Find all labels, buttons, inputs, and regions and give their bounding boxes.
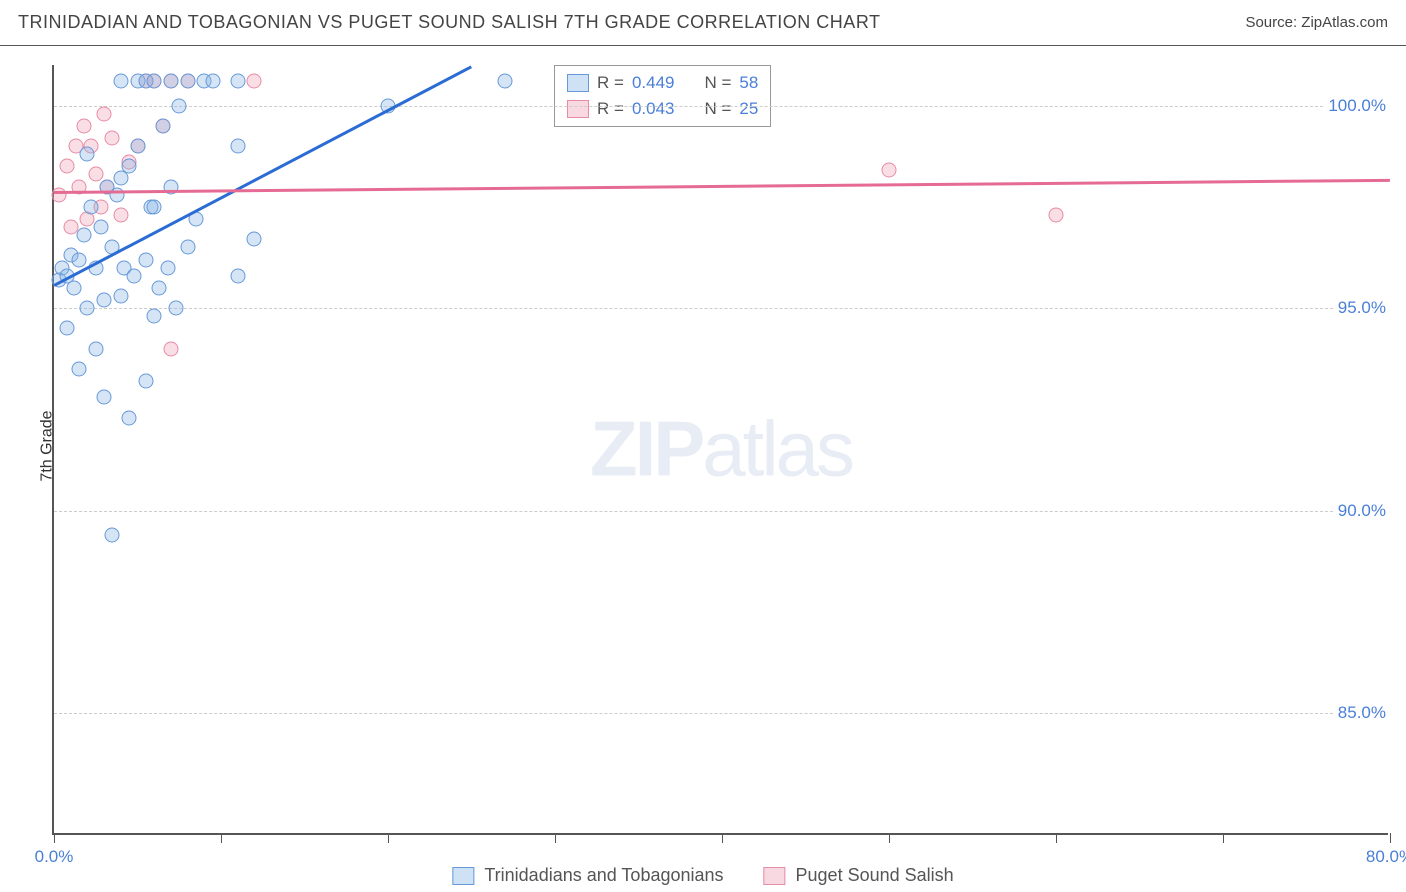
x-tick-label: 80.0% bbox=[1366, 847, 1406, 867]
data-point bbox=[83, 199, 98, 214]
x-tick bbox=[54, 833, 55, 843]
data-point bbox=[52, 187, 67, 202]
legend-swatch bbox=[452, 867, 474, 885]
data-point bbox=[230, 74, 245, 89]
data-point bbox=[130, 139, 145, 154]
data-point bbox=[80, 301, 95, 316]
data-point bbox=[122, 410, 137, 425]
data-point bbox=[172, 98, 187, 113]
legend-swatch bbox=[567, 100, 589, 118]
data-point bbox=[72, 252, 87, 267]
x-tick-label: 0.0% bbox=[35, 847, 74, 867]
data-point bbox=[147, 199, 162, 214]
data-point bbox=[60, 159, 75, 174]
data-point bbox=[163, 74, 178, 89]
gridline bbox=[54, 713, 1388, 714]
chart-title: TRINIDADIAN AND TOBAGONIAN VS PUGET SOUN… bbox=[18, 12, 880, 33]
legend-row: R = 0.449 N = 58 bbox=[567, 70, 758, 96]
data-point bbox=[113, 289, 128, 304]
n-label: N = bbox=[704, 99, 731, 119]
y-tick-label: 90.0% bbox=[1334, 501, 1390, 521]
data-point bbox=[147, 309, 162, 324]
data-point bbox=[882, 163, 897, 178]
n-value: 58 bbox=[739, 73, 758, 93]
data-point bbox=[93, 220, 108, 235]
data-point bbox=[138, 252, 153, 267]
data-point bbox=[97, 293, 112, 308]
data-point bbox=[247, 74, 262, 89]
data-point bbox=[60, 321, 75, 336]
r-value: 0.449 bbox=[632, 73, 675, 93]
x-tick bbox=[889, 833, 890, 843]
legend-label: Trinidadians and Tobagonians bbox=[484, 865, 723, 886]
data-point bbox=[1049, 207, 1064, 222]
legend-swatch bbox=[764, 867, 786, 885]
x-tick bbox=[221, 833, 222, 843]
data-point bbox=[105, 528, 120, 543]
data-point bbox=[127, 268, 142, 283]
data-point bbox=[230, 268, 245, 283]
data-point bbox=[77, 118, 92, 133]
source-label: Source: ZipAtlas.com bbox=[1245, 14, 1388, 31]
y-tick-label: 95.0% bbox=[1334, 298, 1390, 318]
x-tick bbox=[1223, 833, 1224, 843]
data-point bbox=[205, 74, 220, 89]
gridline bbox=[54, 106, 1388, 107]
data-point bbox=[155, 118, 170, 133]
correlation-legend: R = 0.449 N = 58 R = 0.043 N = 25 bbox=[554, 65, 771, 127]
data-point bbox=[105, 130, 120, 145]
data-point bbox=[168, 301, 183, 316]
data-point bbox=[138, 374, 153, 389]
data-point bbox=[497, 74, 512, 89]
x-tick bbox=[1056, 833, 1057, 843]
data-point bbox=[113, 74, 128, 89]
data-point bbox=[180, 74, 195, 89]
data-point bbox=[88, 341, 103, 356]
data-point bbox=[113, 171, 128, 186]
x-tick bbox=[1390, 833, 1391, 843]
gridline bbox=[54, 308, 1388, 309]
r-label: R = bbox=[597, 73, 624, 93]
x-tick bbox=[555, 833, 556, 843]
y-tick-label: 100.0% bbox=[1324, 96, 1390, 116]
legend-swatch bbox=[567, 74, 589, 92]
data-point bbox=[163, 341, 178, 356]
data-point bbox=[180, 240, 195, 255]
data-point bbox=[160, 260, 175, 275]
data-point bbox=[247, 232, 262, 247]
data-point bbox=[147, 74, 162, 89]
n-value: 25 bbox=[739, 99, 758, 119]
data-point bbox=[97, 106, 112, 121]
r-value: 0.043 bbox=[632, 99, 675, 119]
r-label: R = bbox=[597, 99, 624, 119]
data-point bbox=[113, 207, 128, 222]
n-label: N = bbox=[704, 73, 731, 93]
data-point bbox=[72, 361, 87, 376]
y-tick-label: 85.0% bbox=[1334, 703, 1390, 723]
legend-item: Trinidadians and Tobagonians bbox=[452, 865, 723, 886]
x-tick bbox=[388, 833, 389, 843]
data-point bbox=[80, 147, 95, 162]
legend-label: Puget Sound Salish bbox=[796, 865, 954, 886]
watermark: ZIPatlas bbox=[590, 404, 852, 495]
legend-row: R = 0.043 N = 25 bbox=[567, 96, 758, 122]
data-point bbox=[97, 390, 112, 405]
data-point bbox=[230, 139, 245, 154]
data-point bbox=[88, 167, 103, 182]
x-tick bbox=[722, 833, 723, 843]
data-point bbox=[152, 280, 167, 295]
plot-area: ZIPatlas R = 0.449 N = 58 R = 0.043 N = 25 85.0… bbox=[52, 65, 1388, 835]
legend-item: Puget Sound Salish bbox=[764, 865, 954, 886]
data-point bbox=[77, 228, 92, 243]
series-legend: Trinidadians and Tobagonians Puget Sound … bbox=[452, 865, 953, 886]
header: TRINIDADIAN AND TOBAGONIAN VS PUGET SOUN… bbox=[0, 0, 1406, 46]
gridline bbox=[54, 511, 1388, 512]
data-point bbox=[67, 280, 82, 295]
